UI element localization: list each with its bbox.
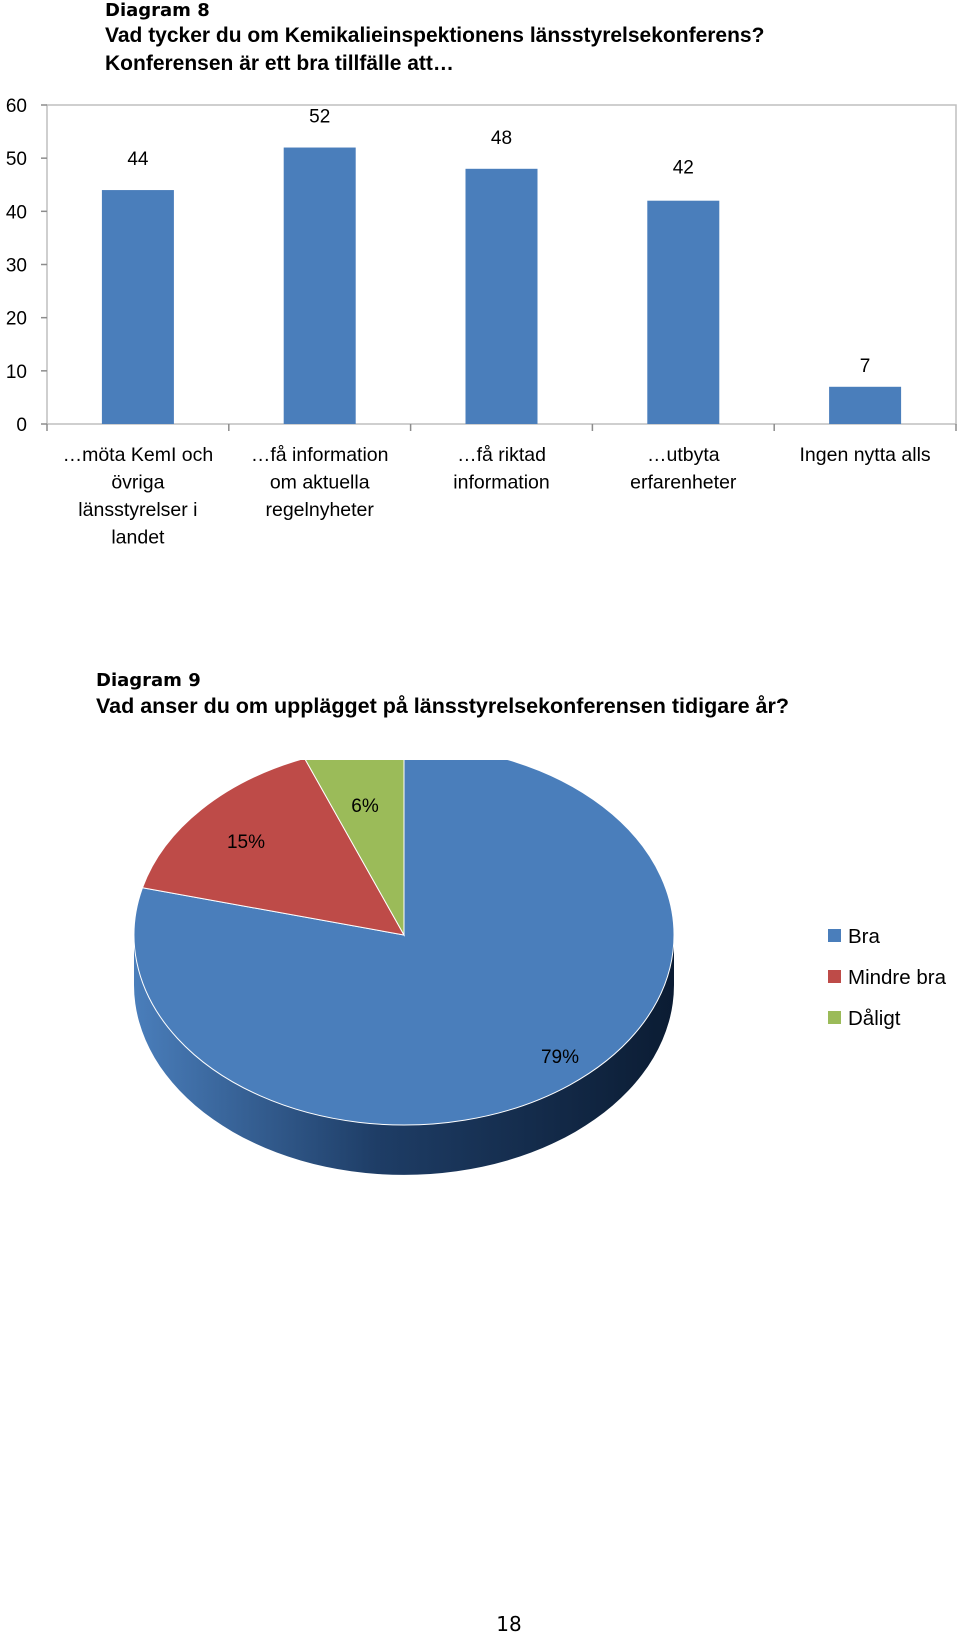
diagram-9-label: Diagram 9 <box>96 670 201 691</box>
diagram-9-title: Vad anser du om upplägget på länsstyrels… <box>96 694 789 718</box>
pie-slice <box>141 760 405 936</box>
diagram-8-subtitle: Konferensen är ett bra tillfälle att… <box>105 52 454 75</box>
y-tick-label: 40 <box>6 202 27 223</box>
category-label: …utbyta <box>647 444 720 466</box>
bar-data-label: 42 <box>673 158 694 179</box>
y-tick-label: 10 <box>6 362 27 383</box>
bar-chart-labels: 44 …möta KemI och övriga länsstyrelser i lan… <box>63 107 931 549</box>
bar <box>283 147 356 425</box>
y-tick-label: 50 <box>6 149 27 170</box>
y-tick-label: 60 <box>6 96 27 117</box>
category-label: …få information <box>251 444 389 466</box>
bar <box>101 190 174 424</box>
category-label: …få riktad <box>457 444 546 466</box>
pie-side-wall <box>134 935 674 1175</box>
bar-data-label: 44 <box>127 149 149 170</box>
category-label: …möta KemI och <box>63 444 214 466</box>
category-label: övriga <box>111 472 164 494</box>
category-label: landet <box>111 527 165 549</box>
y-tick-label: 0 <box>16 415 27 436</box>
pie-data-label: 6% <box>351 796 379 817</box>
y-tick-label: 30 <box>6 256 27 277</box>
pie-slice <box>304 760 405 937</box>
bar-data-label: 7 <box>860 356 871 377</box>
category-label: information <box>453 472 549 494</box>
pie-chart-slices <box>133 760 675 1126</box>
pie-slice <box>133 760 675 1126</box>
pie-chart-labels: 79% 15% 6% <box>227 796 579 1068</box>
bar <box>465 168 538 424</box>
diagram-8-title: Vad tycker du om Kemikalieinspektionens … <box>105 22 764 78</box>
page-number: 18 <box>496 1612 522 1636</box>
legend-label: Bra <box>848 925 881 948</box>
legend-swatch <box>828 1011 841 1024</box>
diagram-8-title-line: Vad tycker du om Kemikalieinspektionens … <box>105 24 765 47</box>
bar-chart: 0 10 20 30 40 50 60 44 …möta KemI och övriga läns… <box>6 96 957 549</box>
legend-label: Mindre bra <box>848 966 947 989</box>
category-label: erfarenheter <box>630 472 737 494</box>
pie-data-label: 15% <box>227 832 265 853</box>
bar-data-label: 48 <box>491 128 512 149</box>
pie-data-label: 79% <box>541 1047 579 1068</box>
y-tick-label: 20 <box>6 309 27 330</box>
legend-swatch <box>828 929 841 942</box>
pie-chart: 79% 15% 6% Bra Mindre bra Dåligt <box>133 760 947 1175</box>
category-label: om aktuella <box>270 472 370 494</box>
category-label: länsstyrelser i <box>78 499 197 521</box>
bar <box>829 386 902 424</box>
pie-chart-legend: Bra Mindre bra Dåligt <box>828 925 947 1030</box>
category-label: Ingen nytta alls <box>800 444 931 466</box>
diagram-8-label: Diagram 8 <box>105 0 210 21</box>
legend-swatch <box>828 970 841 983</box>
legend-label: Dåligt <box>848 1007 901 1030</box>
bar-chart-bars <box>101 147 902 425</box>
bar <box>647 200 720 424</box>
bar-data-label: 52 <box>309 107 330 128</box>
pie-chart-side <box>134 935 674 1175</box>
category-label: regelnyheter <box>265 499 374 521</box>
